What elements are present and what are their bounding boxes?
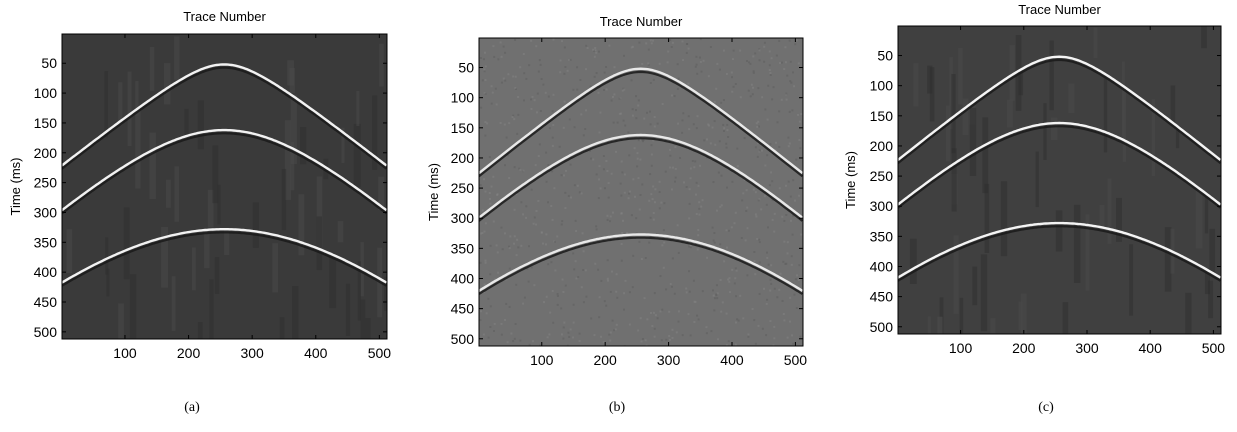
y-tick-label: 350 [451, 240, 475, 256]
y-tick-label: 450 [451, 301, 475, 317]
x-tick-label: 400 [1139, 340, 1163, 356]
noise-texture [479, 38, 803, 346]
x-tick-label: 300 [1075, 340, 1099, 356]
reflection-event-2 [479, 133, 803, 219]
y-tick-label: 100 [451, 90, 475, 106]
y-tick-label: 500 [451, 331, 475, 347]
y-tick-label: 400 [34, 264, 58, 280]
reflection-event-2 [62, 128, 387, 212]
y-tick-label: 50 [458, 60, 474, 76]
x-tick-label: 200 [177, 345, 201, 361]
y-tick-label: 150 [451, 120, 475, 136]
plot-background [898, 26, 1221, 334]
y-tick-label: 200 [34, 145, 58, 161]
plot-frame [897, 25, 1222, 335]
y-tick-label: 450 [34, 294, 58, 310]
y-tick-label: 150 [34, 115, 58, 131]
y-axis-label: Time (ms) [843, 151, 858, 209]
panel-2: 50 100 150 200 250 300 350 400 450 500 100 200 300 40… [426, 14, 807, 415]
chart-title: Trace Number [600, 14, 683, 29]
y-tick-label: 450 [870, 289, 894, 305]
y-tick-label: 300 [34, 204, 58, 220]
x-tick-label: 400 [720, 352, 744, 368]
x-tick-label: 200 [1012, 340, 1036, 356]
y-tick-label: 400 [451, 270, 475, 286]
y-tick-label: 350 [870, 228, 894, 244]
x-tick-label: 100 [530, 352, 554, 368]
y-tick-label: 50 [877, 48, 893, 64]
panel-caption: (a) [184, 400, 200, 415]
x-tick-label: 300 [657, 352, 681, 368]
y-tick-label: 200 [451, 150, 475, 166]
y-tick-label: 300 [870, 198, 894, 214]
y-tick-label: 350 [34, 234, 58, 250]
noise-texture [909, 26, 1216, 334]
x-tick-label: 300 [240, 345, 264, 361]
plot-background [62, 34, 387, 339]
reflection-event-3 [479, 233, 803, 292]
x-tick-label: 400 [304, 345, 328, 361]
y-tick-label: 300 [451, 210, 475, 226]
x-tick-label: 500 [784, 352, 808, 368]
reflection-event-2 [898, 121, 1221, 206]
y-tick-label: 100 [34, 85, 58, 101]
plot-frame [61, 33, 388, 340]
y-tick-label: 150 [870, 108, 894, 124]
y-axis-label: Time (ms) [426, 163, 441, 221]
x-tick-label: 200 [593, 352, 617, 368]
reflection-event-1 [62, 63, 387, 167]
chart-title: Trace Number [183, 9, 266, 24]
x-tick-label: 500 [1202, 340, 1226, 356]
panel-1: 50 100 150 200 250 300 350 400 450 500 100 200 300 40… [8, 9, 391, 415]
reflection-event-1 [898, 55, 1221, 161]
y-tick-label: 400 [870, 258, 894, 274]
y-tick-label: 500 [34, 324, 58, 340]
reflection-event-1 [479, 67, 803, 175]
reflection-event-3 [898, 221, 1221, 279]
panel-caption: (b) [609, 400, 626, 415]
x-tick-label: 100 [113, 345, 137, 361]
panel-caption: (c) [1038, 400, 1054, 415]
y-tick-label: 50 [41, 55, 57, 71]
chart-title: Trace Number [1018, 2, 1101, 17]
plot-frame [478, 37, 804, 347]
y-tick-label: 250 [870, 168, 894, 184]
reflection-event-3 [62, 228, 387, 284]
plot-background [479, 38, 803, 346]
y-axis-label: Time (ms) [8, 157, 23, 215]
y-tick-label: 100 [870, 78, 894, 94]
y-tick-label: 250 [451, 180, 475, 196]
y-tick-label: 500 [870, 319, 894, 335]
panel-3: 50 100 150 200 250 300 350 400 450 500 100 200 300 40… [843, 2, 1225, 415]
x-tick-label: 100 [949, 340, 973, 356]
y-tick-label: 200 [870, 138, 894, 154]
y-tick-label: 250 [34, 175, 58, 191]
noise-texture [66, 36, 387, 339]
x-tick-label: 500 [368, 345, 392, 361]
